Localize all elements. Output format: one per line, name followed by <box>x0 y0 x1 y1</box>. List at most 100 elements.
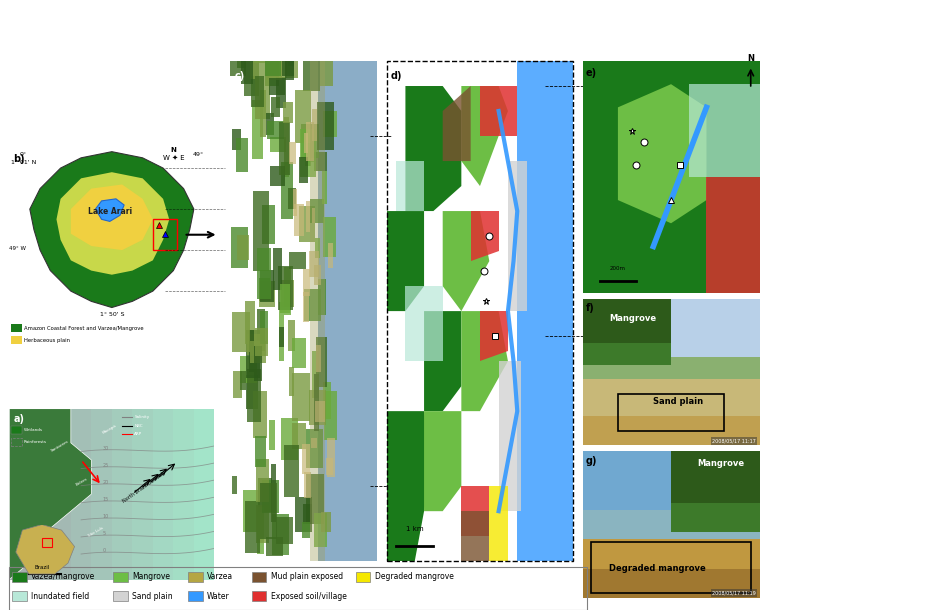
Bar <box>188 572 203 582</box>
Polygon shape <box>471 211 499 261</box>
Bar <box>255 62 270 120</box>
Text: b): b) <box>13 154 25 163</box>
Bar <box>114 590 128 601</box>
Bar <box>278 266 293 310</box>
Text: ARP: ARP <box>134 432 143 436</box>
Bar <box>356 572 370 582</box>
Bar <box>314 374 319 431</box>
Bar <box>9 409 30 580</box>
Bar <box>582 379 760 416</box>
Bar <box>249 329 254 373</box>
Text: Lake Arari: Lake Arari <box>88 207 131 216</box>
Bar <box>50 409 71 580</box>
Text: São Luís: São Luís <box>88 526 103 538</box>
Text: 0: 0 <box>103 548 105 553</box>
Text: 10: 10 <box>103 514 108 519</box>
Bar <box>288 320 295 351</box>
Bar <box>254 191 268 231</box>
Text: Macapá: Macapá <box>102 424 117 436</box>
Bar <box>91 409 112 580</box>
Bar <box>11 426 21 434</box>
Bar <box>671 503 760 532</box>
Polygon shape <box>443 211 489 311</box>
Bar <box>232 312 250 352</box>
Text: 25: 25 <box>103 463 108 468</box>
Bar <box>582 343 671 365</box>
Bar <box>309 251 319 278</box>
Text: Wetlands: Wetlands <box>23 428 43 432</box>
Bar <box>257 248 271 300</box>
Bar <box>299 157 308 182</box>
Bar <box>153 409 173 580</box>
Polygon shape <box>95 199 124 221</box>
Bar <box>272 514 289 554</box>
Bar <box>323 217 336 257</box>
Bar <box>233 371 242 398</box>
Polygon shape <box>618 84 706 223</box>
Bar <box>262 205 275 244</box>
Bar <box>324 391 337 440</box>
Bar <box>30 409 50 580</box>
Bar <box>289 142 295 164</box>
Bar <box>304 134 308 153</box>
Bar <box>517 61 573 561</box>
Bar <box>282 102 293 123</box>
Polygon shape <box>396 161 424 211</box>
Text: Brazil: Brazil <box>34 564 49 570</box>
Bar <box>266 537 282 556</box>
Bar <box>301 124 319 157</box>
Bar <box>285 51 298 78</box>
Polygon shape <box>9 409 91 580</box>
Bar <box>305 129 310 167</box>
Bar <box>71 409 91 580</box>
Bar <box>322 382 331 419</box>
Text: a): a) <box>13 414 24 424</box>
Bar <box>271 464 276 522</box>
Bar <box>11 438 21 447</box>
Text: Rainforests: Rainforests <box>23 440 47 444</box>
Bar <box>232 129 241 149</box>
Bar <box>232 476 237 494</box>
Bar <box>303 292 309 321</box>
Bar <box>257 309 265 351</box>
Bar <box>285 52 295 80</box>
Text: North Brazil Current: North Brazil Current <box>122 471 166 504</box>
Bar <box>281 418 298 459</box>
Text: 0°: 0° <box>20 152 27 157</box>
Bar <box>321 42 333 86</box>
Bar <box>244 52 259 96</box>
Bar <box>281 162 294 219</box>
Text: 49° W: 49° W <box>9 246 26 251</box>
Text: Salinity: Salinity <box>134 415 150 419</box>
Bar <box>260 310 268 344</box>
Bar <box>246 331 260 378</box>
Text: d): d) <box>391 71 402 81</box>
Bar <box>304 289 322 321</box>
Bar <box>269 137 286 152</box>
Bar <box>314 512 326 547</box>
Bar <box>293 189 297 216</box>
Bar <box>311 438 317 448</box>
Bar <box>247 368 261 422</box>
Bar <box>300 129 316 178</box>
Polygon shape <box>57 172 170 274</box>
Bar <box>237 36 246 68</box>
Bar <box>316 345 321 372</box>
Text: Water: Water <box>207 592 229 601</box>
Bar <box>317 102 334 150</box>
Bar <box>268 77 285 95</box>
Bar <box>262 480 280 513</box>
Bar <box>266 113 274 135</box>
Polygon shape <box>499 361 521 511</box>
Polygon shape <box>443 86 471 161</box>
Bar <box>280 303 284 361</box>
Bar <box>322 111 336 137</box>
Polygon shape <box>405 286 443 361</box>
Bar <box>318 279 326 315</box>
Polygon shape <box>480 311 508 361</box>
Bar <box>309 199 324 223</box>
Bar <box>284 445 299 497</box>
Bar <box>284 267 292 315</box>
Bar <box>255 436 266 467</box>
Polygon shape <box>461 486 489 536</box>
